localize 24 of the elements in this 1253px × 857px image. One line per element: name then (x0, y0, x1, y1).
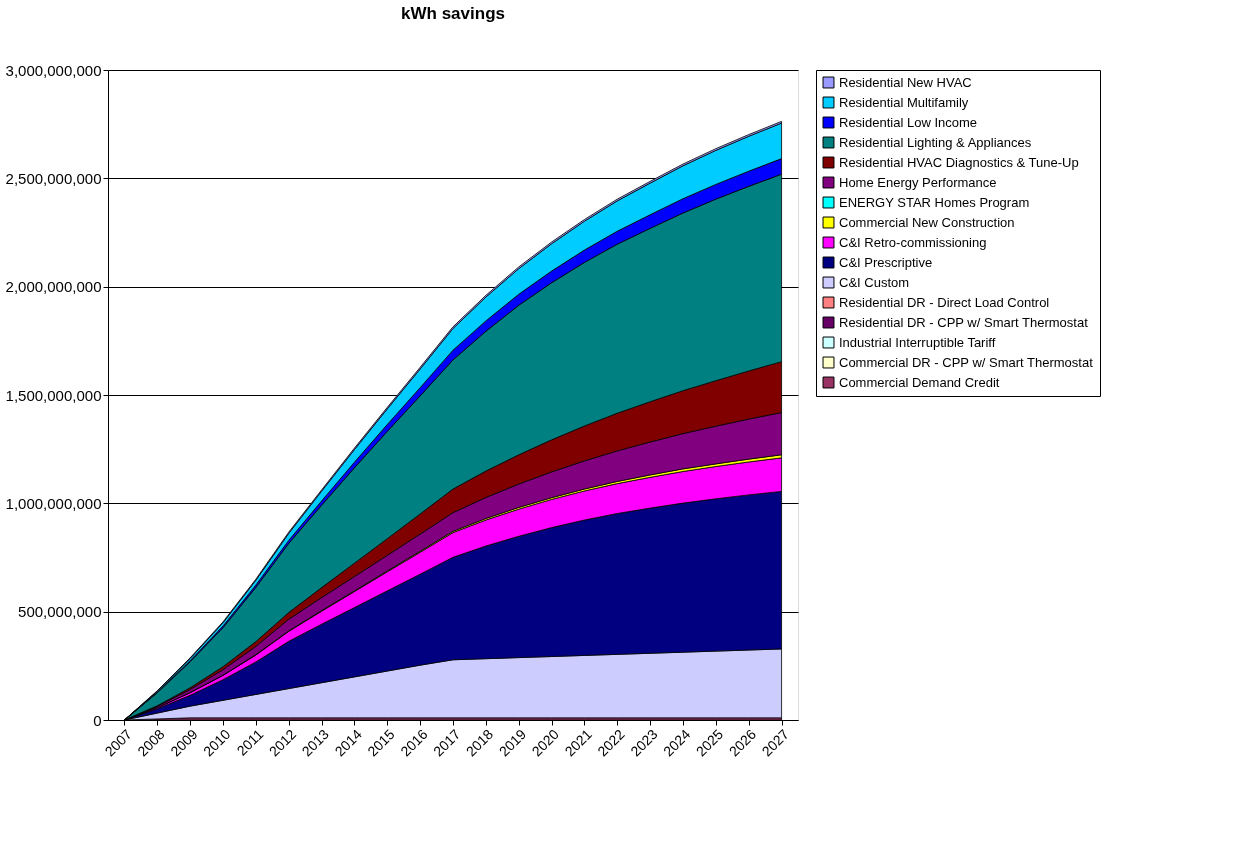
legend-label: ENERGY STAR Homes Program (839, 194, 1030, 210)
legend-label: C&I Retro-commissioning (839, 234, 987, 250)
legend-label: Residential DR - CPP w/ Smart Thermostat (839, 314, 1089, 330)
legend-label: C&I Prescriptive (839, 254, 933, 270)
y-tick-label: 1,500,000,000 (5, 386, 102, 404)
y-tick-label: 2,000,000,000 (5, 278, 102, 296)
legend-label: Residential DR - Direct Load Control (839, 294, 1050, 310)
y-tick-label: 0 (93, 711, 102, 729)
legend-label: Residential Multifamily (839, 94, 969, 110)
legend-label: Residential New HVAC (839, 74, 972, 90)
y-tick-label: 500,000,000 (18, 603, 102, 621)
legend-label: Commercial Demand Credit (839, 374, 1000, 390)
legend-label: Home Energy Performance (839, 174, 997, 190)
legend-label: C&I Custom (839, 274, 910, 290)
legend-label: Residential HVAC Diagnostics & Tune-Up (839, 154, 1079, 170)
legend-label: Commercial New Construction (839, 214, 1015, 230)
legend-label: Residential Lighting & Appliances (839, 134, 1032, 150)
chart-title: kWh savings (401, 4, 505, 23)
y-tick-label: 1,000,000,000 (5, 494, 102, 512)
y-tick-label: 2,500,000,000 (5, 169, 102, 187)
legend-label: Commercial DR - CPP w/ Smart Thermostat (839, 354, 1094, 370)
legend-label: Industrial Interruptible Tariff (839, 334, 996, 350)
legend-label: Residential Low Income (839, 114, 978, 130)
y-tick-label: 3,000,000,000 (5, 61, 102, 79)
